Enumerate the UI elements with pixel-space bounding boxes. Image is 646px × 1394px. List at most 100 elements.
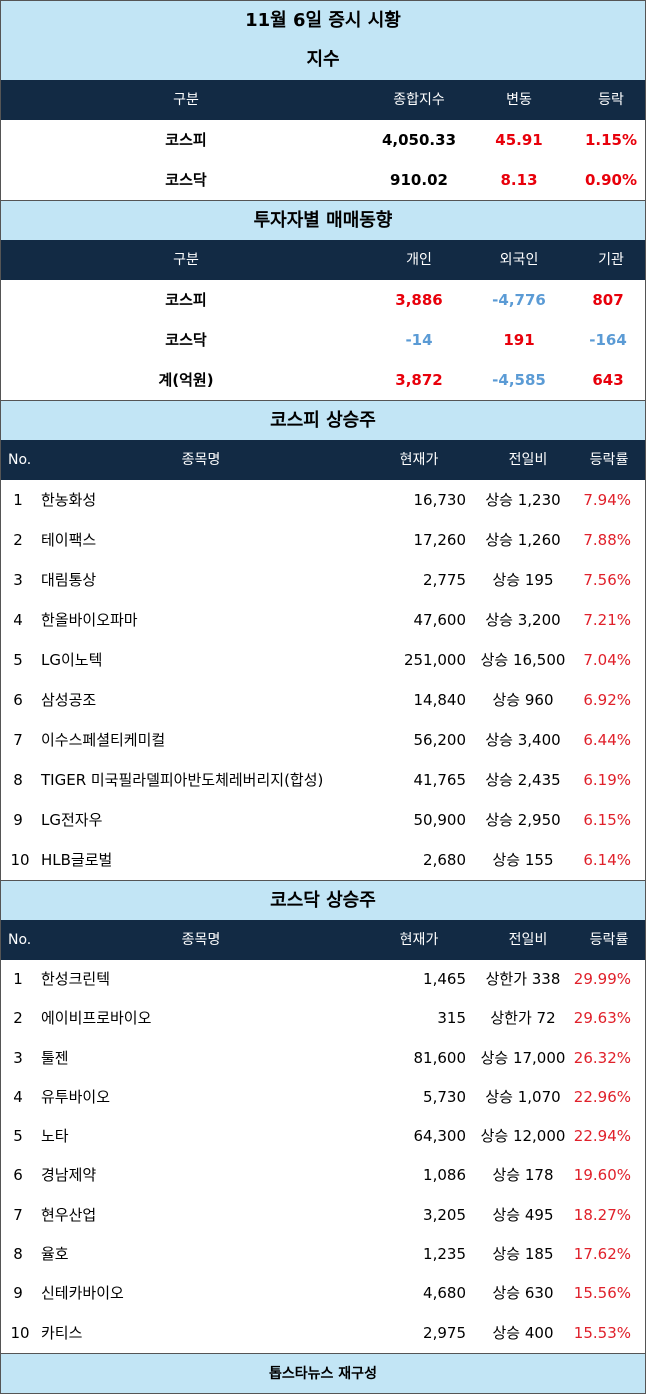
market-name: 코스닥 — [165, 331, 207, 349]
index-change: 45.91 — [495, 131, 543, 149]
index-value: 4,050.33 — [381, 131, 457, 149]
change-rate: 22.96% — [573, 1087, 631, 1106]
stock-row: 5 노타 64,300 상승 12,000 22.94% — [1, 1117, 645, 1156]
foreign-net: -4,585 — [492, 371, 546, 389]
price-change: 상승 960 — [492, 691, 554, 709]
change-rate: 17.62% — [573, 1245, 631, 1264]
market-name: 코스피 — [165, 131, 207, 149]
stock-name: 에이비프로바이오 — [41, 1009, 152, 1028]
change-rate: 7.04% — [583, 651, 631, 669]
col-header: 등락률 — [589, 932, 629, 948]
stock-name: 대림통상 — [41, 571, 97, 589]
change-rate: 19.60% — [573, 1166, 631, 1185]
stock-row: 8 TIGER 미국필라델피아반도체레버리지(합성) 41,765 상승 2,4… — [1, 760, 645, 800]
price-change: 상승 3,200 — [485, 611, 561, 629]
stock-row: 9 LG전자우 50,900 상승 2,950 6.15% — [1, 800, 645, 840]
col-header: No. — [8, 932, 32, 948]
stock-name: LG이노텍 — [41, 651, 103, 669]
change-rate: 29.99% — [573, 970, 631, 988]
rank: 7 — [13, 1205, 23, 1224]
col-header: 전일비 — [508, 452, 548, 468]
current-price: 2,680 — [423, 851, 466, 869]
stock-name: TIGER 미국필라델피아반도체레버리지(합성) — [41, 771, 324, 789]
current-price: 3,205 — [423, 1205, 466, 1224]
stock-name: HLB글로벌 — [41, 851, 113, 869]
rank: 4 — [13, 1087, 23, 1106]
col-header: 등락률 — [589, 452, 629, 468]
rank: 5 — [13, 651, 23, 669]
col-header: 구분 — [173, 92, 199, 108]
index-header: 구분 종합지수 변동 등락 — [1, 80, 645, 120]
current-price: 315 — [437, 1009, 466, 1028]
price-change: 상승 1,230 — [485, 491, 561, 509]
rank: 2 — [13, 1009, 23, 1028]
price-change: 상승 1,260 — [485, 531, 561, 549]
change-rate: 15.53% — [573, 1323, 631, 1342]
current-price: 1,465 — [423, 970, 466, 988]
stock-row: 1 한성크린텍 1,465 상한가 338 29.99% — [1, 960, 645, 999]
change-rate: 29.63% — [573, 1009, 631, 1028]
stock-name: LG전자우 — [41, 811, 103, 829]
institution-net: 643 — [592, 371, 624, 389]
change-rate: 6.15% — [583, 811, 631, 829]
index-row: 코스닥 910.02 8.13 0.90% — [1, 160, 645, 200]
stock-name: 이수스페셜티케미컬 — [41, 731, 166, 749]
market-name: 계(억원) — [158, 371, 214, 389]
price-change: 상승 400 — [492, 1323, 554, 1342]
price-change: 상승 1,070 — [485, 1087, 561, 1106]
market-name: 코스닥 — [165, 171, 207, 189]
stock-row: 9 신테카바이오 4,680 상승 630 15.56% — [1, 1274, 645, 1313]
investor-header: 구분 개인 외국인 기관 — [1, 240, 645, 280]
current-price: 50,900 — [413, 811, 467, 829]
rank: 3 — [13, 1048, 23, 1067]
current-price: 81,600 — [413, 1048, 467, 1067]
source-footer: 톱스타뉴스 재구성 — [1, 1352, 645, 1394]
stock-row: 3 대림통상 2,775 상승 195 7.56% — [1, 560, 645, 600]
personal-net: 3,886 — [395, 291, 443, 309]
change-rate: 6.44% — [583, 731, 631, 749]
price-change: 상승 195 — [492, 571, 554, 589]
current-price: 1,086 — [423, 1166, 466, 1185]
rank: 10 — [10, 1323, 30, 1342]
price-change: 상한가 72 — [490, 1009, 556, 1028]
kosdaq-section-title: 코스닥 상승주 — [1, 880, 645, 920]
stock-name: 현우산업 — [41, 1205, 97, 1224]
index-section-title: 지수 — [1, 40, 645, 80]
rank: 9 — [13, 1284, 23, 1303]
col-header: 변동 — [506, 92, 532, 108]
stock-name: 노타 — [41, 1127, 69, 1146]
change-rate: 7.88% — [583, 531, 631, 549]
change-rate: 6.14% — [583, 851, 631, 869]
change-rate: 7.21% — [583, 611, 631, 629]
rank: 6 — [13, 691, 23, 709]
index-row: 코스피 4,050.33 45.91 1.15% — [1, 120, 645, 160]
kospi-section-title: 코스피 상승주 — [1, 400, 645, 440]
rank: 3 — [13, 571, 23, 589]
change-rate: 18.27% — [573, 1205, 631, 1224]
kosdaq-header: No. 종목명 현재가 전일비 등락률 — [1, 920, 645, 960]
stock-row: 4 한올바이오파마 47,600 상승 3,200 7.21% — [1, 600, 645, 640]
stock-name: 툴젠 — [41, 1048, 69, 1067]
current-price: 14,840 — [413, 691, 467, 709]
stock-row: 8 율호 1,235 상승 185 17.62% — [1, 1235, 645, 1274]
stock-row: 5 LG이노텍 251,000 상승 16,500 7.04% — [1, 640, 645, 680]
stock-row: 10 카티스 2,975 상승 400 15.53% — [1, 1314, 645, 1353]
investor-row: 코스피 3,886 -4,776 807 — [1, 280, 645, 320]
col-header: 종합지수 — [393, 92, 445, 108]
change-rate: 6.92% — [583, 691, 631, 709]
change-rate: 22.94% — [573, 1127, 631, 1146]
stock-row: 2 테이팩스 17,260 상승 1,260 7.88% — [1, 520, 645, 560]
stock-name: 율호 — [41, 1245, 69, 1264]
rank: 7 — [13, 731, 23, 749]
current-price: 47,600 — [413, 611, 467, 629]
personal-net: -14 — [405, 331, 433, 349]
col-header: 등락 — [598, 92, 624, 108]
stock-name: 카티스 — [41, 1323, 83, 1342]
rank: 4 — [13, 611, 23, 629]
stock-row: 7 현우산업 3,205 상승 495 18.27% — [1, 1196, 645, 1235]
current-price: 41,765 — [413, 771, 467, 789]
col-header: 종목명 — [181, 452, 221, 468]
col-header: 기관 — [598, 252, 624, 268]
change-rate: 7.56% — [583, 571, 631, 589]
rank: 1 — [13, 970, 23, 988]
